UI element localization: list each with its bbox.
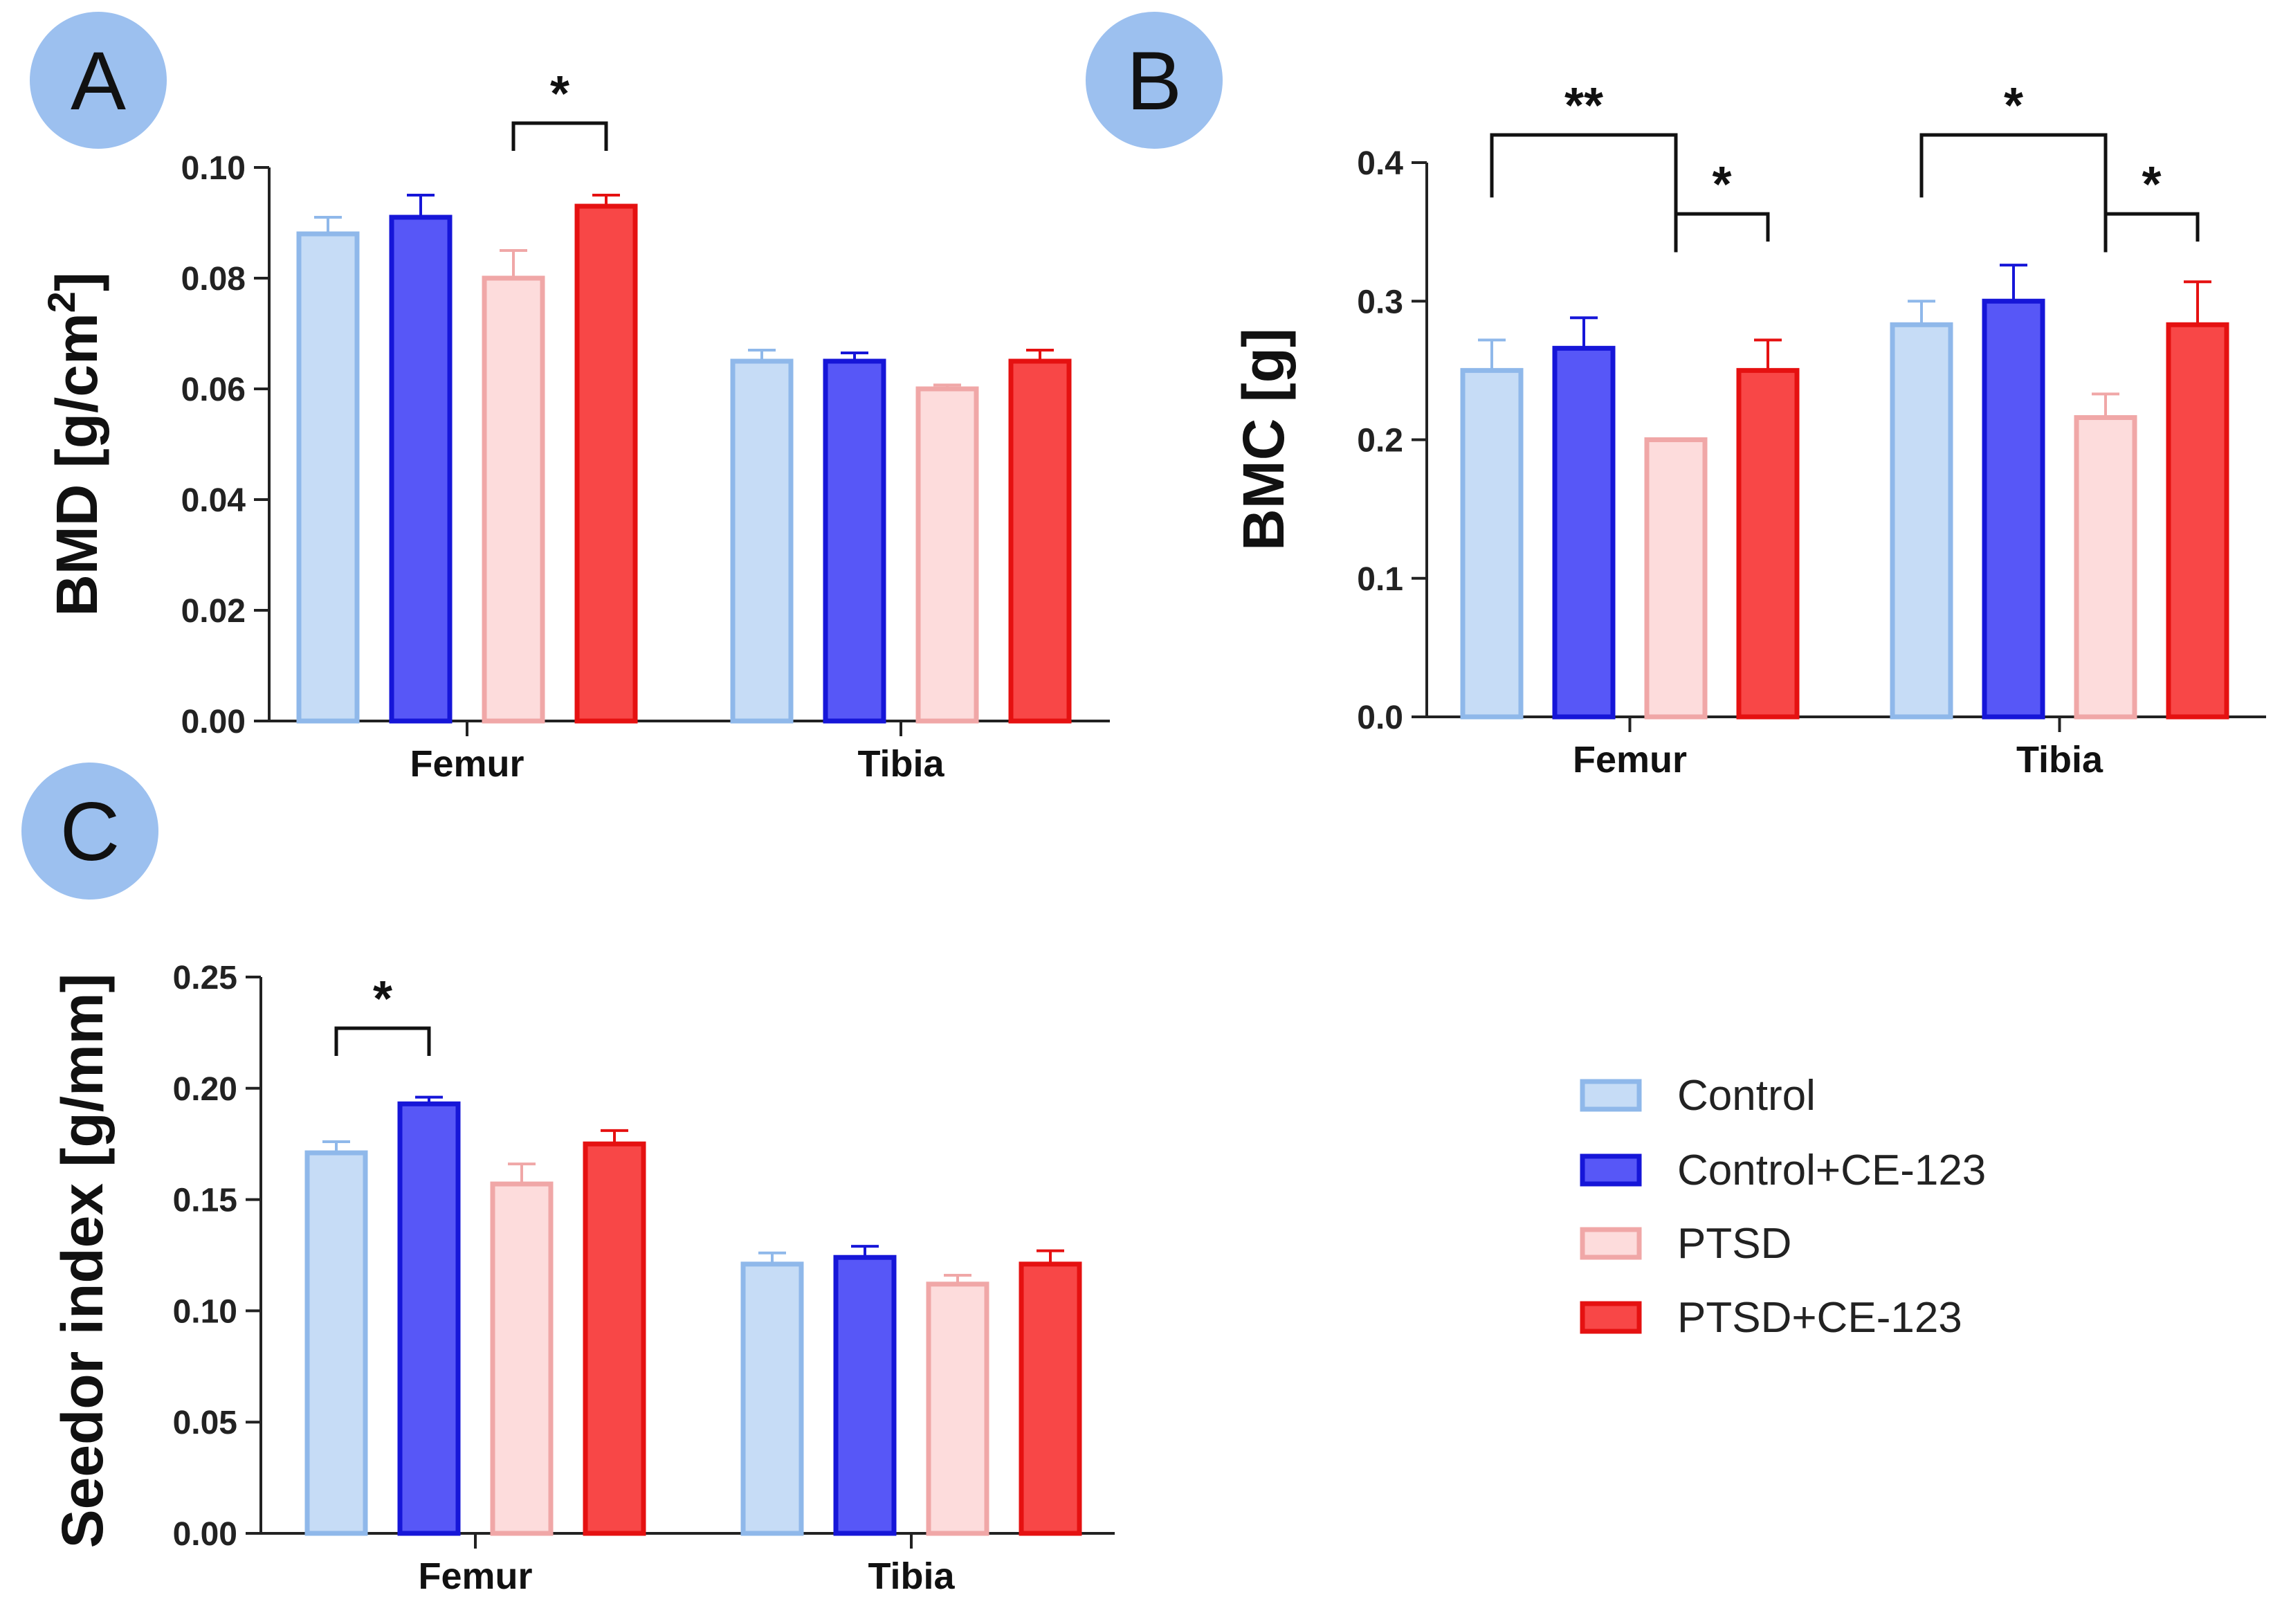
panel-a-y-tick-label: 0.04 (181, 482, 246, 519)
panel-c-letter: C (60, 785, 120, 878)
legend-label-ptsd: PTSD (1677, 1220, 1791, 1268)
panel-a-bar (730, 358, 794, 724)
panel-a-x-tick-label: Tibia (857, 743, 944, 785)
panel-c-y-tick-label: 0.05 (173, 1405, 237, 1441)
legend-label-ptsd-ce123: PTSD+CE-123 (1677, 1294, 1962, 1342)
panel-b-significance-label: * (2142, 157, 2161, 212)
panel-b-bar (1552, 345, 1616, 720)
panel-b-x-tick-label: Femur (1573, 739, 1687, 781)
panel-b-bar (1460, 367, 1524, 720)
panel-a-letter-circle (30, 12, 167, 149)
panel-c-bar (740, 1261, 804, 1536)
panel-c-x-tick-label: Tibia (868, 1555, 955, 1597)
panel-a-bar (482, 275, 545, 724)
legend-label-control: Control (1677, 1072, 1816, 1120)
panel-a-significance-bracket (511, 121, 608, 151)
panel-b-bar (1736, 367, 1800, 720)
panel-b-x-tick-label: Tibia (2016, 739, 2103, 781)
panel-a-y-tick-label: 0.06 (181, 372, 246, 408)
legend-label-control-ce123: Control+CE-123 (1677, 1147, 1986, 1194)
panel-b-bar (1982, 298, 2045, 720)
panel-c-significance-label: * (373, 971, 392, 1027)
panel-a-letter: A (71, 35, 126, 127)
panel-a-bar (389, 215, 453, 724)
panel-a-bar (1008, 358, 1072, 724)
panel-a-y-tick-label: 0.02 (181, 593, 246, 630)
panel-c-y-tick-label: 0.25 (173, 960, 237, 996)
panel-b-bar (2166, 322, 2229, 720)
panel-a-y-tick-label: 0.08 (181, 261, 246, 298)
panel-a-y-tick-label: 0.10 (181, 150, 246, 187)
panel-c-bar (1019, 1261, 1082, 1536)
panel-a-chart: A BMD [g/cm2] 0.00 0.02 0.04 0.06 0.08 0.10 Femu… (30, 12, 1110, 785)
panel-c-y-tick-label: 0.10 (173, 1293, 237, 1330)
panel-a-bar (823, 358, 886, 724)
panel-b-bar (2074, 414, 2137, 720)
panel-a-y-axis-title: BMD [g/cm2] (39, 272, 109, 617)
legend: Control Control+CE-123 PTSD PTSD+CE-123 (1580, 1072, 1986, 1342)
panel-b-y-tick-label: 0.0 (1357, 700, 1403, 736)
panel-c-letter-circle (21, 763, 158, 900)
legend-swatch-ptsd (1580, 1227, 1642, 1260)
panel-a-y-tick-label: 0.00 (181, 704, 246, 740)
panel-b-significance-label: * (2004, 78, 2023, 134)
panel-b-bar (1644, 437, 1708, 720)
panel-c-y-tick-label: 0.15 (173, 1183, 237, 1219)
panel-c-significance-bracket (334, 1026, 431, 1056)
panel-b-y-axis-title: BMC [g] (1231, 328, 1296, 551)
panel-c-bar (397, 1101, 461, 1536)
panel-b-significance-label: ** (1564, 78, 1603, 134)
legend-swatch-ptsd-ce123 (1580, 1301, 1642, 1334)
panel-b-y-tick-label: 0.4 (1357, 145, 1403, 182)
legend-swatch-control-ce123 (1580, 1153, 1642, 1187)
panel-b-significance-bracket (1674, 212, 1770, 242)
panel-b-letter: B (1126, 35, 1182, 127)
panel-c-y-axis-title: Seedor index [g/mm] (50, 974, 115, 1549)
panel-a-bar (915, 386, 979, 724)
panel-c-chart: C Seedor index [g/mm] 0.00 0.05 0.10 0.15 0.20… (21, 763, 1115, 1597)
panel-b-significance-bracket (1919, 133, 2108, 253)
panel-c-bar (583, 1141, 646, 1536)
panel-a-x-tick-label: Femur (410, 743, 524, 785)
panel-b-y-tick-label: 0.3 (1357, 284, 1403, 320)
panel-c-y-tick-label: 0.00 (173, 1516, 237, 1553)
panel-c-bar (926, 1281, 989, 1536)
legend-swatch-control (1580, 1079, 1642, 1112)
panel-c-bar (304, 1150, 368, 1536)
panel-c-x-tick-label: Femur (418, 1555, 532, 1597)
panel-c-bar (833, 1255, 897, 1536)
panel-b-y-tick-label: 0.2 (1357, 423, 1403, 459)
panel-b-significance-bracket (1490, 133, 1678, 253)
panel-b-y-tick-label: 0.1 (1357, 561, 1403, 598)
panel-b-significance-label: * (1712, 157, 1731, 212)
panel-a-bar (574, 203, 638, 724)
panel-a-bar (296, 231, 360, 724)
panel-b-letter-circle (1086, 12, 1223, 149)
panel-a-significance-label: * (550, 66, 569, 122)
panel-b-significance-bracket (2103, 212, 2200, 242)
panel-c-bar (490, 1181, 554, 1536)
panel-b-bar (1890, 322, 1953, 720)
panel-c-y-tick-label: 0.20 (173, 1071, 237, 1108)
